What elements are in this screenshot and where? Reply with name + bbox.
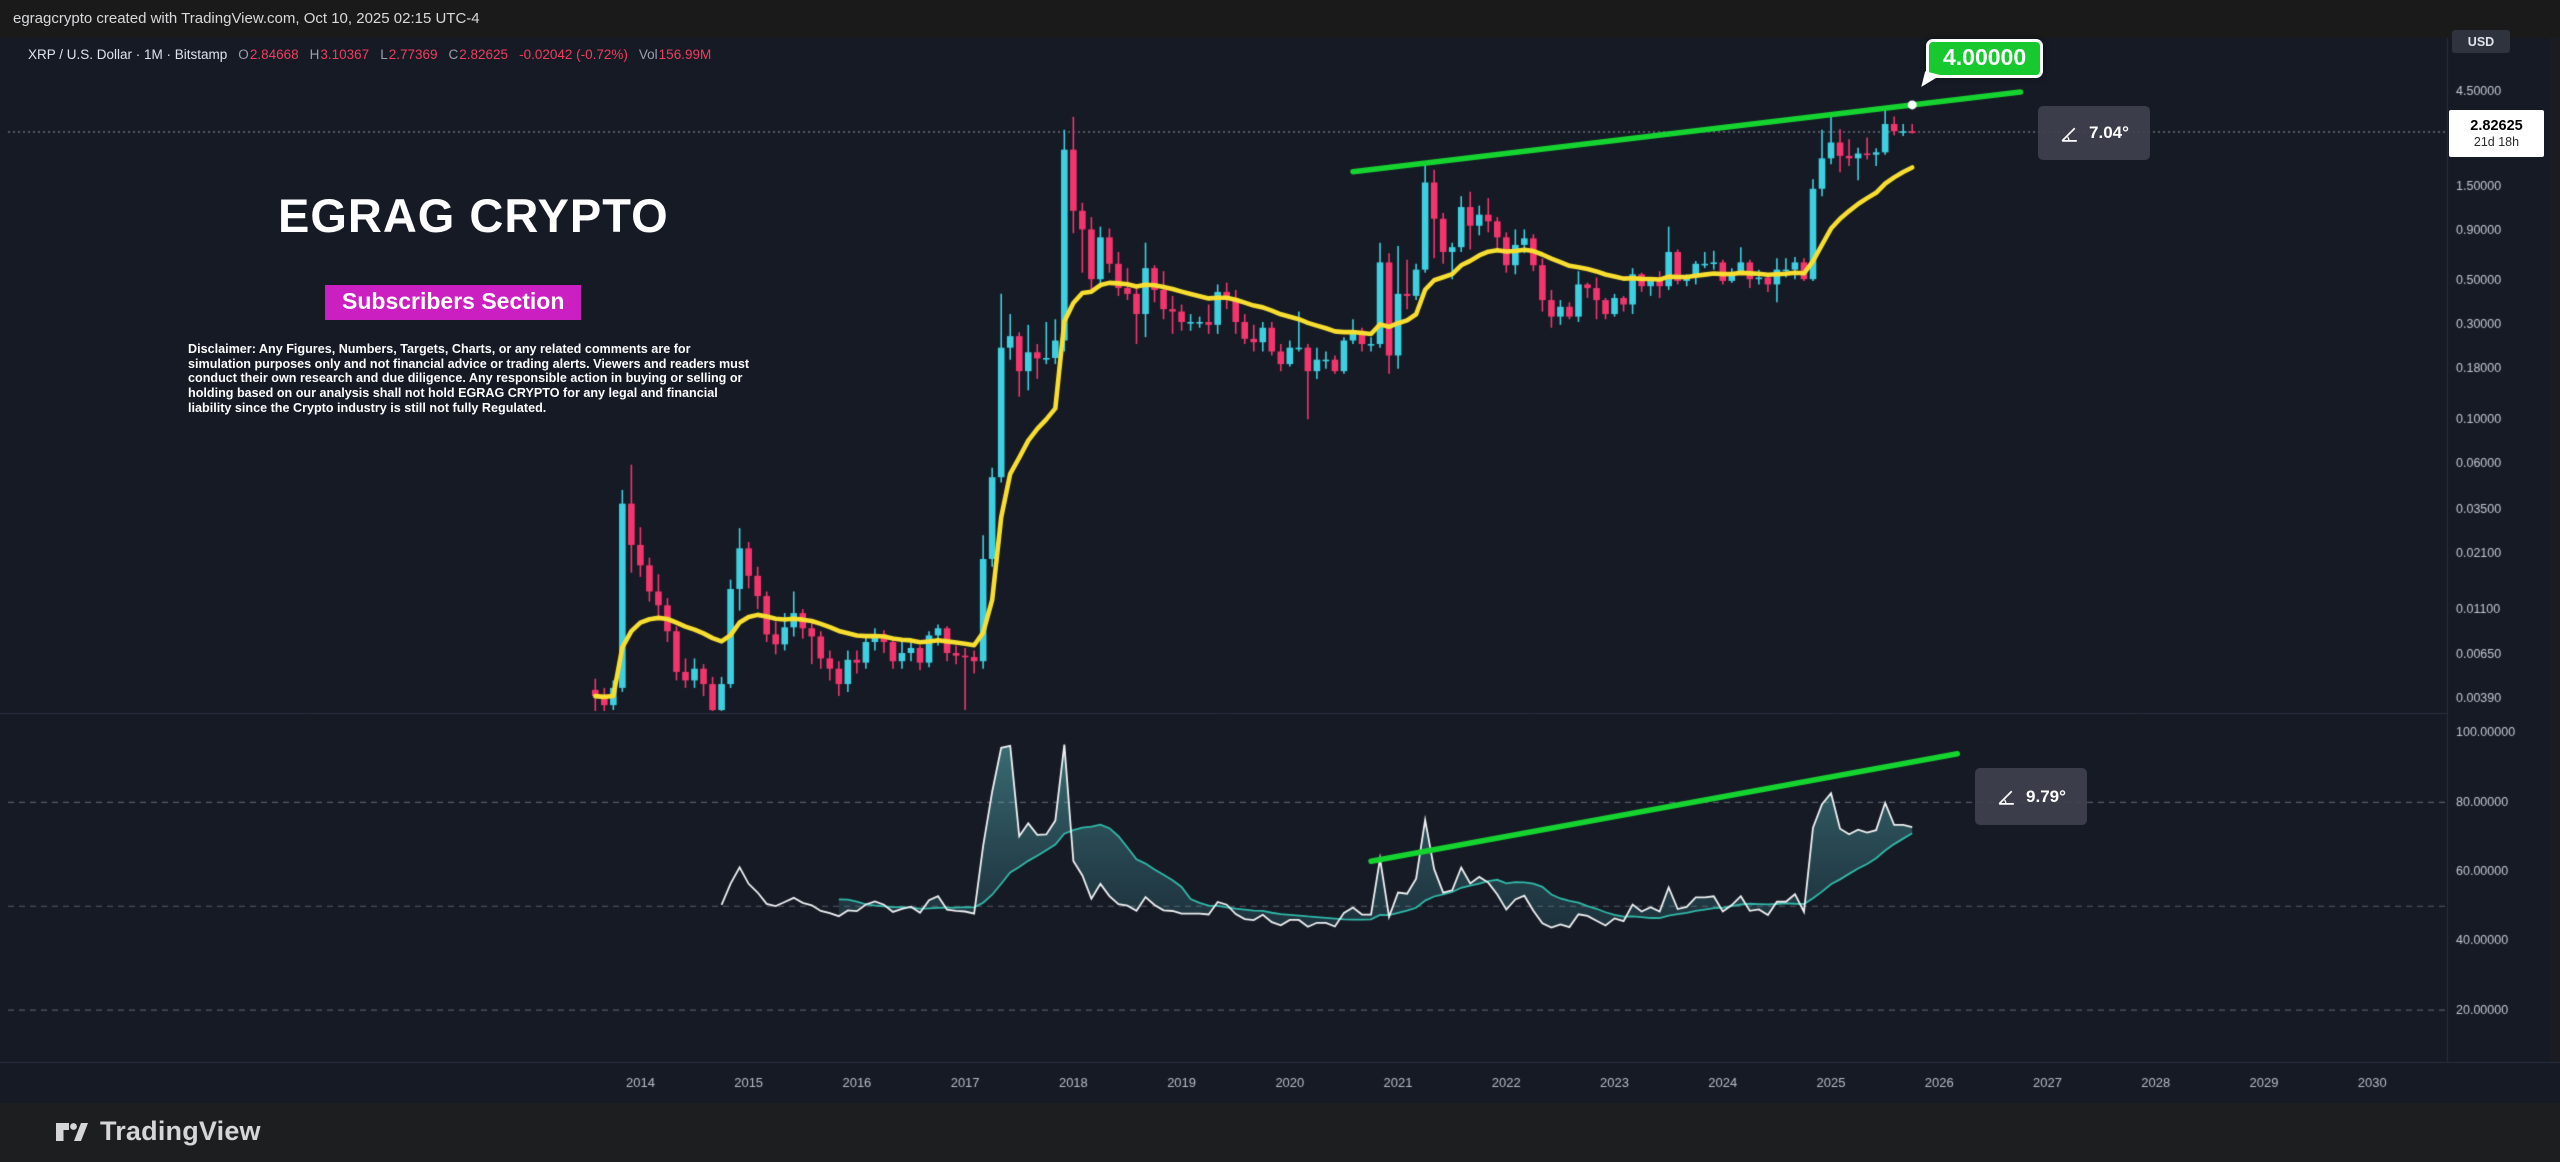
bar-countdown: 21d 18h	[2473, 134, 2520, 149]
watermark-title: EGRAG CRYPTO	[278, 189, 669, 242]
angle-icon	[1998, 790, 2014, 805]
footer-bar: TradingView	[0, 1103, 2560, 1162]
attribution-text: egragcrypto created with TradingView.com…	[13, 10, 480, 27]
ohlc-open: O 2.84668	[238, 47, 299, 62]
subscribers-badge: Subscribers Section	[325, 285, 582, 320]
trendline-angle-label[interactable]: 7.04°	[2038, 106, 2150, 160]
symbol-legend[interactable]: XRP / U.S. Dollar · 1M · Bitstamp O 2.846…	[28, 47, 711, 62]
last-price-label[interactable]: 2.82625 21d 18h	[2449, 110, 2544, 157]
ohlc-close: C 2.82625	[448, 47, 509, 62]
currency-toggle-button[interactable]: USD	[2452, 30, 2510, 53]
ohlc-low: L 2.77369	[380, 47, 438, 62]
symbol-title[interactable]: XRP / U.S. Dollar · 1M · Bitstamp	[28, 47, 228, 62]
tradingview-wordmark: TradingView	[100, 1116, 261, 1146]
volume: Vol 156.99M	[638, 47, 712, 62]
tradingview-logo[interactable]: TradingView	[54, 1116, 261, 1147]
rsi-trendline-angle-label[interactable]: 9.79°	[1975, 768, 2087, 825]
change-value: -0.02042 (-0.72%)	[519, 47, 628, 62]
last-price-value: 2.82625	[2470, 117, 2523, 134]
ohlc-high: H 3.10367	[309, 47, 370, 62]
tradingview-mark-icon	[56, 1122, 88, 1141]
price-target-label: 4.00000	[1943, 44, 2027, 70]
angle-icon	[2061, 127, 2077, 142]
disclaimer-text: Disclaimer: Any Figures, Numbers, Target…	[188, 342, 750, 415]
price-target-callout[interactable]: 4.00000	[1921, 39, 2044, 91]
attribution-bar: egragcrypto created with TradingView.com…	[0, 0, 2560, 38]
